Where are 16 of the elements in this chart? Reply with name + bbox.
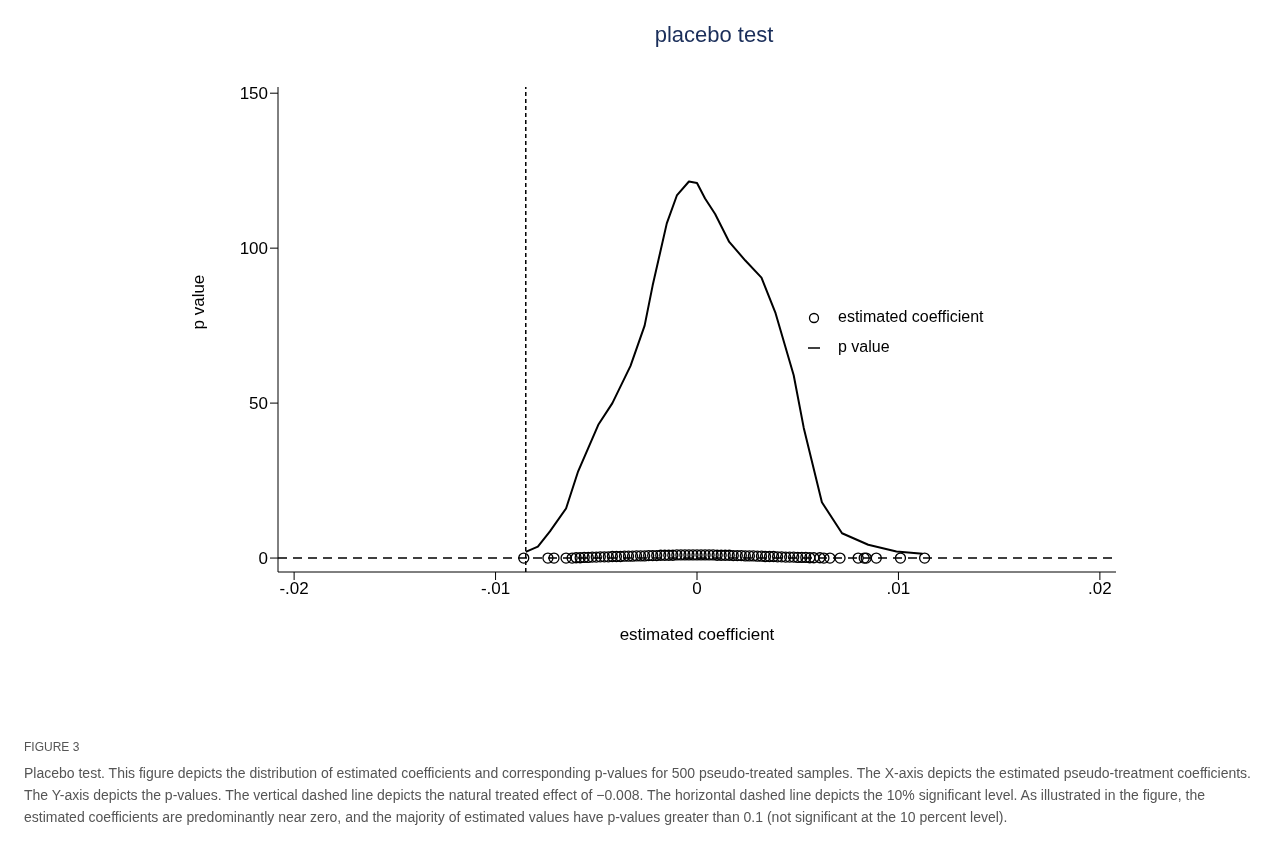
x-tick-label: .02 bbox=[1088, 579, 1112, 599]
y-tick-label: 50 bbox=[249, 394, 268, 414]
x-tick-label: 0 bbox=[692, 579, 702, 599]
caption: FIGURE 3 bbox=[24, 739, 81, 756]
y-tick-label: 100 bbox=[239, 239, 268, 259]
x-tick-label: -.02 bbox=[279, 579, 309, 599]
x-axis-title: estimated coefficient bbox=[619, 625, 775, 644]
x-tick-label: -.01 bbox=[480, 579, 511, 599]
y-axis-title: p value bbox=[189, 274, 209, 330]
x-tick-label: .01 bbox=[886, 579, 911, 599]
text: Placebo test. This figure depicts the distribution of estimated coefficients and corresponding p-values for 500 pseudo-treated samples. The X-axis depicts the estimated pseudo-treatment coefficients. The Y-axis depicts the p-values. The vertical dashed line depicts the natural treated effect of −0.008. The horizontal dashed line depicts the 10% significant level. As illustrated in the figure, the estimated coefficients are predominantly near zero, and the majority of estimated values have p-values greater than 0.1 (not significant at the 10 percent level). bbox=[24, 764, 1252, 827]
y-tick-label: 150 bbox=[239, 84, 268, 104]
legend-label: p value bbox=[838, 338, 890, 355]
legend-label: estimated coefficient bbox=[838, 308, 984, 325]
chart-title: placebo test bbox=[653, 21, 775, 49]
y-tick-label: 0 bbox=[258, 549, 268, 569]
